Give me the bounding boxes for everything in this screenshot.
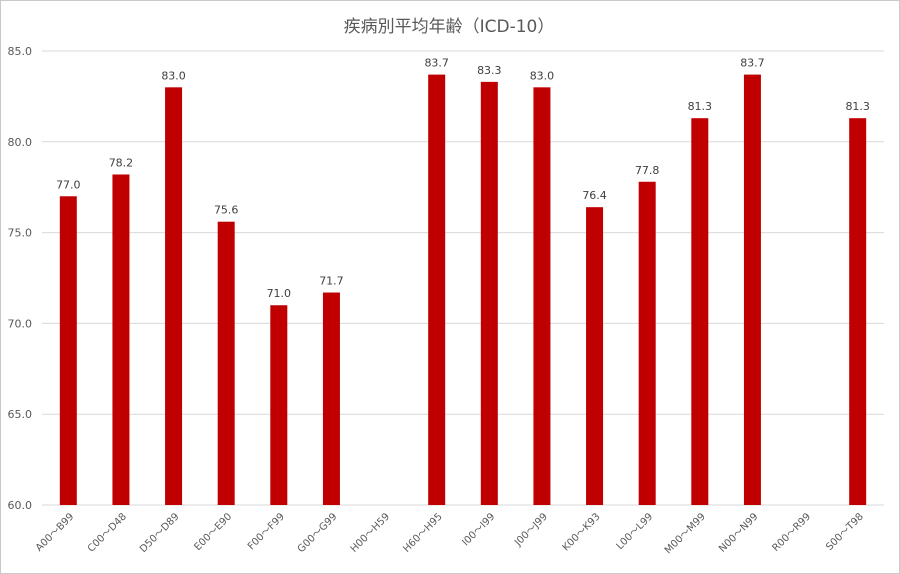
- data-label: 83.7: [740, 57, 765, 70]
- bar: [217, 221, 235, 506]
- x-tick-label: R00～R99: [771, 511, 814, 554]
- bar: [112, 174, 130, 505]
- data-label: 77.8: [635, 164, 660, 177]
- x-tick-label: J00～J99: [512, 511, 550, 549]
- x-tick-label: N00～N99: [717, 511, 760, 554]
- x-tick-label: E00～E90: [193, 511, 235, 553]
- x-axis-ticks: A00～B99 C00～D48 D50～D89 E00～E90 F00～F99 G00～G…: [34, 511, 866, 556]
- x-tick-label: C00～D48: [86, 511, 129, 554]
- x-tick-label: K00～K93: [561, 511, 603, 553]
- bar: [480, 81, 498, 505]
- gridlines: [42, 50, 884, 506]
- bar: [743, 74, 761, 505]
- y-tick-label: 70.0: [8, 317, 33, 330]
- y-axis-ticks: 60.0 65.0 70.0 75.0 80.0 85.0: [8, 45, 33, 512]
- bar: [428, 74, 446, 505]
- y-tick-label: 65.0: [8, 408, 33, 421]
- data-label: 83.7: [424, 57, 449, 70]
- chart-title: 疾病別平均年齢（ICD-10）: [343, 17, 555, 37]
- x-tick-label: I00～I99: [460, 511, 497, 548]
- data-label: 71.0: [267, 287, 292, 300]
- data-label: 77.0: [56, 178, 81, 191]
- x-tick-label: F00～F99: [246, 511, 287, 552]
- data-label: 75.6: [214, 204, 239, 217]
- x-tick-label: G00～G99: [296, 511, 340, 555]
- data-label: 71.7: [319, 275, 344, 288]
- y-tick-label: 75.0: [8, 227, 33, 240]
- bar: [59, 196, 77, 505]
- x-tick-label: L00～L99: [615, 511, 656, 552]
- x-tick-label: H00～H59: [349, 511, 392, 554]
- data-label: 83.0: [530, 69, 555, 82]
- bar: [270, 305, 288, 505]
- data-label: 78.2: [109, 156, 134, 169]
- bar: [849, 118, 867, 505]
- data-label: 83.3: [477, 64, 502, 77]
- y-tick-label: 80.0: [8, 136, 33, 149]
- bar: [322, 292, 340, 505]
- data-label: 76.4: [582, 189, 607, 202]
- bar: [586, 207, 604, 505]
- y-tick-label: 60.0: [8, 499, 33, 512]
- bar: [691, 118, 709, 505]
- data-label: 81.3: [845, 100, 870, 113]
- x-tick-label: A00～B99: [34, 511, 77, 554]
- data-label: 81.3: [688, 100, 713, 113]
- x-tick-label: S00～T98: [824, 511, 866, 553]
- y-tick-label: 85.0: [8, 45, 33, 58]
- x-tick-label: D50～D89: [138, 511, 182, 555]
- data-labels: 77.0 78.2 83.0 75.6 71.0 71.7 83.7 83.3 83.0 76.4…: [56, 57, 870, 301]
- bars: [59, 74, 867, 506]
- x-tick-label: M00～M99: [663, 511, 708, 556]
- x-tick-label: H60～H95: [401, 511, 444, 554]
- data-label: 83.0: [161, 69, 186, 82]
- bar: [165, 87, 183, 505]
- bar: [638, 181, 656, 505]
- bar: [533, 87, 551, 505]
